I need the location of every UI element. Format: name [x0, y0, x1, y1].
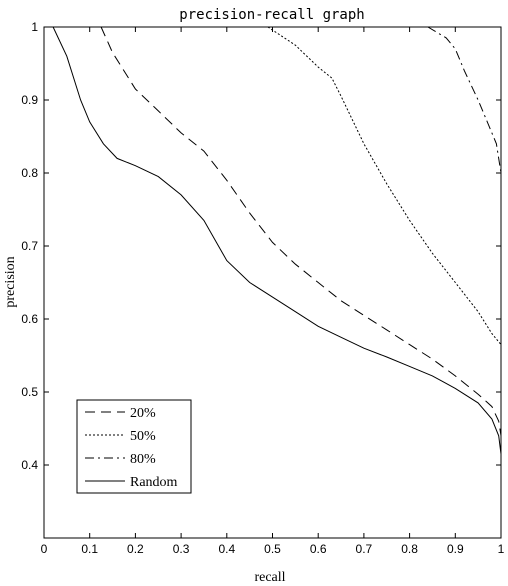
y-tick-label: 0.9	[21, 93, 38, 107]
legend-label: 80%	[130, 452, 156, 467]
x-tick-label: 0.3	[173, 542, 190, 556]
chart-title: precision-recall graph	[179, 7, 364, 23]
legend-label: Random	[130, 475, 178, 490]
series-line-dashed	[100, 26, 502, 436]
y-tick-label: 0.6	[21, 312, 38, 326]
y-axis: 0.4 0.5 0.6 0.7 0.8 0.9 1	[21, 20, 501, 472]
y-tick-label: 0.7	[21, 239, 38, 253]
x-tick-label: 0.7	[356, 542, 373, 556]
x-tick-label: 0.6	[310, 542, 327, 556]
x-tick-label: 0.8	[401, 542, 418, 556]
y-tick-label: 1	[31, 20, 38, 34]
y-tick-label: 0.4	[21, 458, 38, 472]
series-line-dotted	[267, 26, 502, 345]
x-tick-label: 0.2	[127, 542, 144, 556]
x-tick-label: 0.5	[264, 542, 281, 556]
x-tick-label: 0.4	[218, 542, 235, 556]
y-tick-label: 0.5	[21, 385, 38, 399]
x-tick-label: 0	[41, 542, 48, 556]
series-line-dashdot	[427, 26, 502, 174]
x-tick-label: 0.1	[81, 542, 98, 556]
x-tick-label: 1	[498, 542, 505, 556]
legend: 20% 50% 80% Random	[76, 399, 192, 494]
legend-label: 50%	[130, 429, 156, 444]
series-layer	[52, 26, 502, 455]
series-line-solid	[52, 26, 502, 455]
legend-box	[76, 399, 192, 494]
y-axis-label: precision	[3, 256, 18, 307]
x-axis-label: recall	[254, 570, 285, 585]
legend-label: 20%	[130, 406, 156, 421]
x-tick-label: 0.9	[447, 542, 464, 556]
y-tick-label: 0.8	[21, 166, 38, 180]
